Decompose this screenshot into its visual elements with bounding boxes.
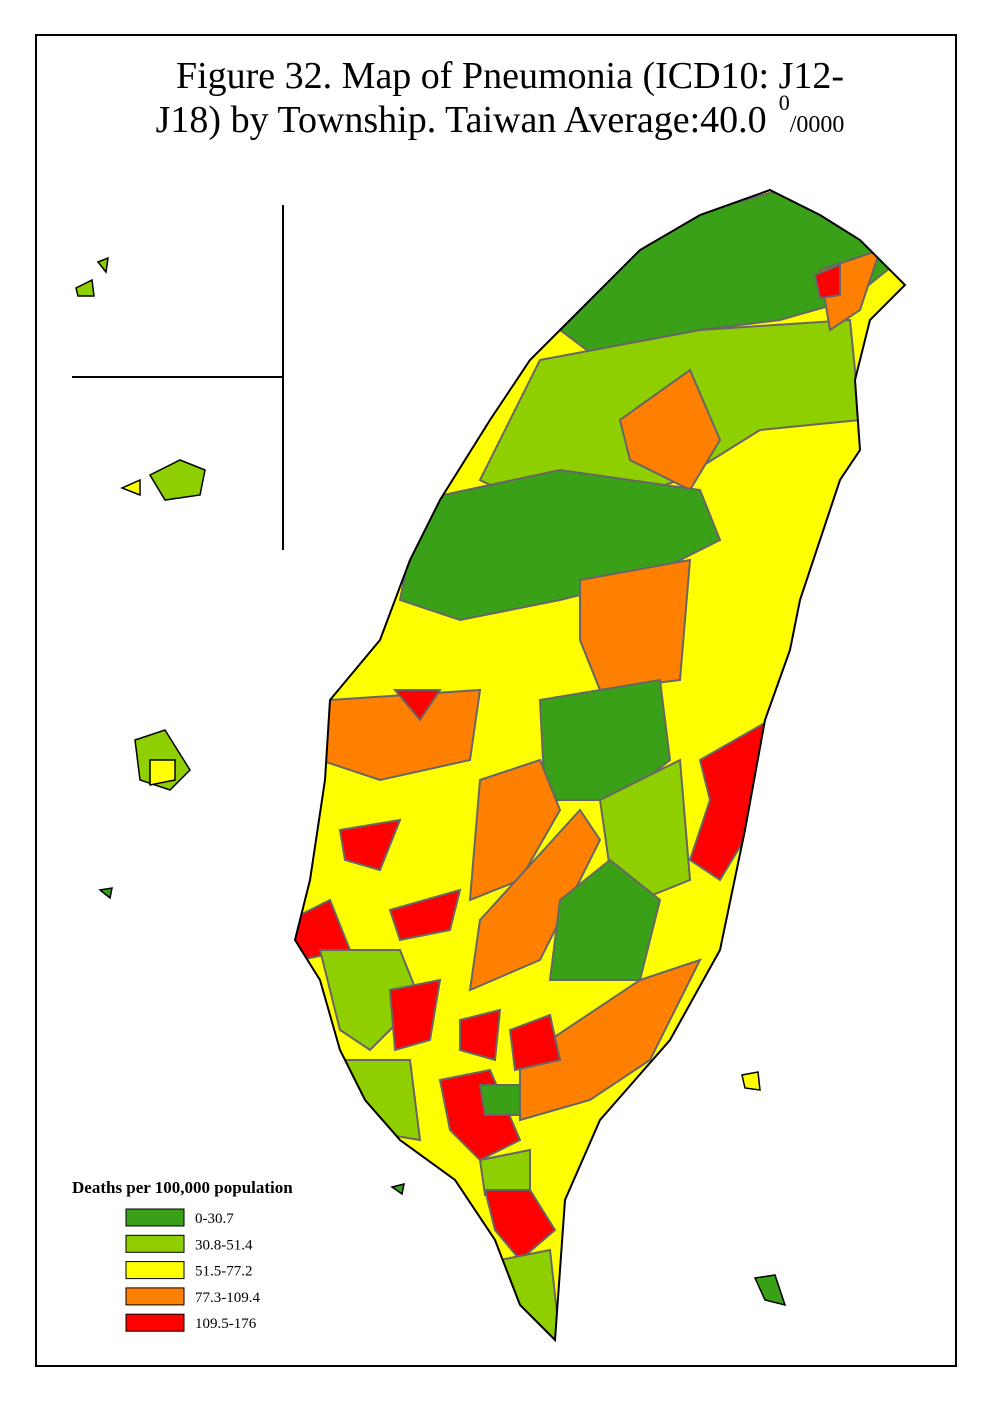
island bbox=[149, 759, 176, 786]
region bbox=[459, 1008, 502, 1062]
legend-swatch bbox=[125, 1313, 185, 1332]
region bbox=[392, 689, 442, 722]
island bbox=[98, 887, 113, 900]
region bbox=[478, 1084, 521, 1116]
legend-label: 51.5-77.2 bbox=[195, 1264, 253, 1280]
title-line-1: Figure 32. Map of Pneumonia (ICD10: J12- bbox=[176, 55, 844, 97]
region bbox=[548, 858, 662, 981]
legend-swatch bbox=[125, 1208, 185, 1227]
legend-label: 77.3-109.4 bbox=[195, 1290, 260, 1306]
legend-swatch bbox=[125, 1234, 185, 1253]
island bbox=[753, 1274, 787, 1307]
region bbox=[468, 758, 562, 902]
region bbox=[618, 368, 722, 492]
title-line-2: J18) by Township. Taiwan Average:40.0 0/0… bbox=[156, 90, 845, 141]
region bbox=[338, 818, 402, 872]
region bbox=[813, 263, 841, 300]
legend-swatch bbox=[125, 1261, 185, 1280]
legend-swatch bbox=[125, 1287, 185, 1306]
region bbox=[519, 958, 702, 1122]
legend: 0-30.7 30.8-51.4 51.5-77.2 77.3-109.4 109.5-… bbox=[125, 1208, 260, 1332]
island bbox=[148, 459, 206, 501]
island bbox=[120, 478, 141, 497]
region bbox=[579, 558, 692, 692]
island bbox=[390, 1182, 405, 1196]
title-suffix: /0000 bbox=[790, 112, 845, 138]
legend-label: 0-30.7 bbox=[195, 1211, 234, 1227]
region bbox=[438, 1068, 522, 1162]
region bbox=[483, 1189, 557, 1262]
region bbox=[598, 758, 692, 902]
region bbox=[508, 1013, 562, 1072]
island bbox=[741, 1071, 761, 1091]
region bbox=[388, 888, 462, 942]
island bbox=[96, 256, 109, 274]
legend-title: Deaths per 100,000 population bbox=[72, 1178, 293, 1197]
legend-label: 30.8-51.4 bbox=[195, 1237, 253, 1253]
islands bbox=[75, 256, 787, 1307]
region bbox=[388, 978, 442, 1052]
title-line-2-main: J18) by Township. Taiwan Average:40.0 bbox=[156, 99, 767, 141]
island bbox=[75, 278, 95, 297]
title-superscript: 0 bbox=[779, 90, 790, 115]
legend-label: 109.5-176 bbox=[195, 1316, 257, 1332]
